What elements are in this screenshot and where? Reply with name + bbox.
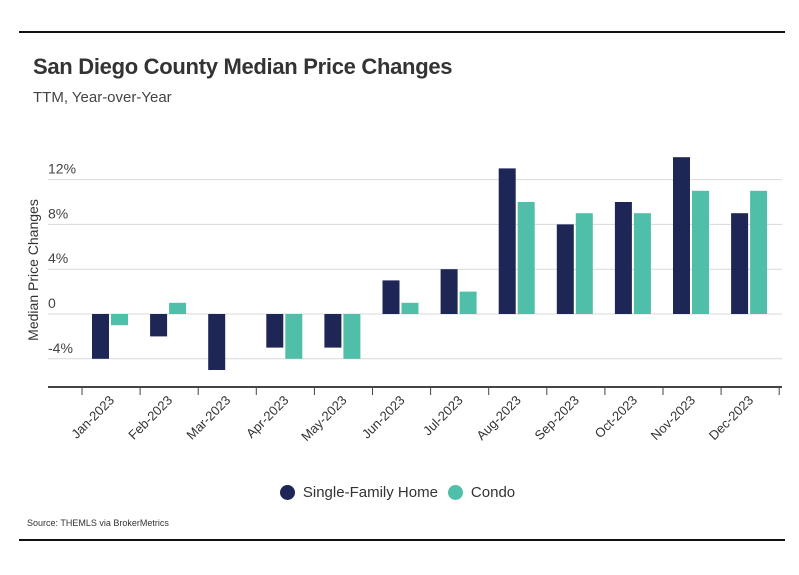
bar-single-family[interactable]: [673, 157, 690, 314]
bar-condo[interactable]: [401, 302, 419, 314]
legend-item-single-family[interactable]: Single-Family Home: [279, 484, 438, 501]
bar-single-family[interactable]: [382, 280, 400, 314]
bar-condo[interactable]: [750, 190, 768, 314]
x-tick-label: Oct-2023: [592, 393, 640, 441]
x-tick-label: Dec-2023: [706, 393, 756, 443]
chart-subtitle: TTM, Year-over-Year: [33, 89, 172, 106]
y-tick-label: -4%: [48, 340, 73, 356]
bar-condo[interactable]: [633, 213, 651, 314]
bar-condo[interactable]: [111, 314, 128, 326]
legend-label-condo: Condo: [470, 484, 516, 501]
y-axis-label: Median Price Changes: [25, 199, 41, 341]
bar-single-family[interactable]: [498, 168, 516, 314]
x-tick-label: Feb-2023: [125, 393, 175, 443]
bar-condo[interactable]: [169, 302, 187, 314]
bar-single-family[interactable]: [92, 314, 109, 359]
y-tick-label: 0: [48, 295, 56, 311]
legend-label-single-family: Single-Family Home: [302, 484, 438, 501]
x-tick-label: Nov-2023: [648, 393, 698, 443]
x-tick-label: May-2023: [298, 393, 349, 444]
x-tick-label: Aug-2023: [473, 393, 523, 443]
x-tick-label: Mar-2023: [183, 393, 233, 443]
source-note: Source: THEMLS via BrokerMetrics: [27, 518, 169, 528]
legend-item-condo[interactable]: Condo: [447, 484, 516, 501]
bar-chart: -4% 0 4% 8% 12% Median Price Changes Jan-202…: [25, 157, 782, 444]
bar-single-family[interactable]: [324, 314, 342, 348]
x-tick-label: Sep-2023: [531, 393, 581, 443]
x-tick-label: Jun-2023: [359, 393, 408, 442]
bar-single-family[interactable]: [556, 224, 574, 314]
x-tick-label: Apr-2023: [243, 393, 291, 441]
y-tick-label: 12%: [48, 161, 76, 177]
y-tick-label: 8%: [48, 205, 68, 221]
legend-marker-condo: [447, 485, 463, 500]
bar-single-family[interactable]: [440, 269, 458, 314]
bars: [92, 157, 768, 370]
bar-single-family[interactable]: [731, 213, 749, 314]
bar-condo[interactable]: [343, 314, 361, 359]
y-tick-labels: -4% 0 4% 8% 12%: [48, 161, 76, 356]
legend: Single-Family Home Condo: [0, 484, 799, 501]
bottom-rule: [19, 539, 785, 541]
y-tick-label: 4%: [48, 250, 68, 266]
bar-single-family[interactable]: [208, 314, 226, 370]
bar-condo[interactable]: [517, 202, 535, 314]
x-tick-label: Jan-2023: [68, 393, 117, 442]
bar-single-family[interactable]: [150, 314, 168, 337]
x-axis: [48, 386, 782, 395]
x-tick-label: Jul-2023: [420, 393, 466, 439]
bar-condo[interactable]: [692, 190, 709, 314]
bar-single-family[interactable]: [266, 314, 284, 348]
x-tick-labels: Jan-2023 Feb-2023 Mar-2023 Apr-2023 May-2023…: [68, 393, 756, 444]
bar-single-family[interactable]: [614, 202, 632, 314]
legend-marker-single-family: [279, 485, 295, 500]
chart-title: San Diego County Median Price Changes: [33, 54, 453, 79]
bar-condo[interactable]: [459, 291, 477, 314]
bar-condo[interactable]: [285, 314, 303, 359]
bar-condo[interactable]: [575, 213, 593, 314]
top-rule: [19, 31, 785, 33]
